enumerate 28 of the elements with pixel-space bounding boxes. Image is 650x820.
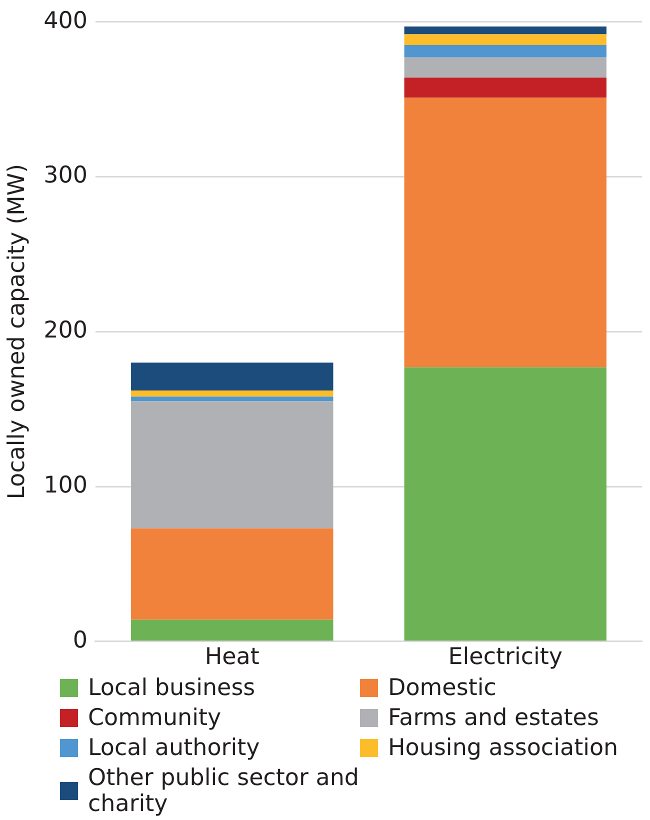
bar [131, 362, 334, 390]
bar [404, 98, 606, 368]
legend-label: Other public sector and charity [88, 765, 360, 817]
y-tick-label: 0 [72, 627, 88, 654]
bar [404, 57, 606, 78]
bar [131, 390, 334, 397]
bar [131, 528, 334, 620]
bar [404, 34, 606, 46]
legend-label: Domestic [388, 675, 496, 701]
legend-label: Local business [88, 675, 256, 701]
bar [131, 620, 334, 641]
bar [131, 401, 334, 528]
x-tick-label: Electricity [448, 644, 562, 670]
bar [404, 78, 606, 98]
legend-label: Local authority [88, 735, 260, 761]
y-tick-label: 300 [44, 162, 88, 189]
bar [131, 396, 334, 402]
y-tick-label: 100 [44, 472, 88, 498]
y-tick-label: 200 [44, 318, 88, 344]
x-tick-label: Heat [204, 644, 260, 670]
legend-label: Housing association [388, 735, 618, 761]
bar [404, 26, 606, 34]
bar [404, 45, 606, 58]
legend-label: Farms and estates [388, 705, 599, 731]
legend-label: Community [88, 705, 222, 731]
bar [404, 367, 606, 641]
y-tick-label: 400 [44, 8, 88, 34]
y-axis-title: Locally owned capacity (MW) [4, 164, 30, 500]
